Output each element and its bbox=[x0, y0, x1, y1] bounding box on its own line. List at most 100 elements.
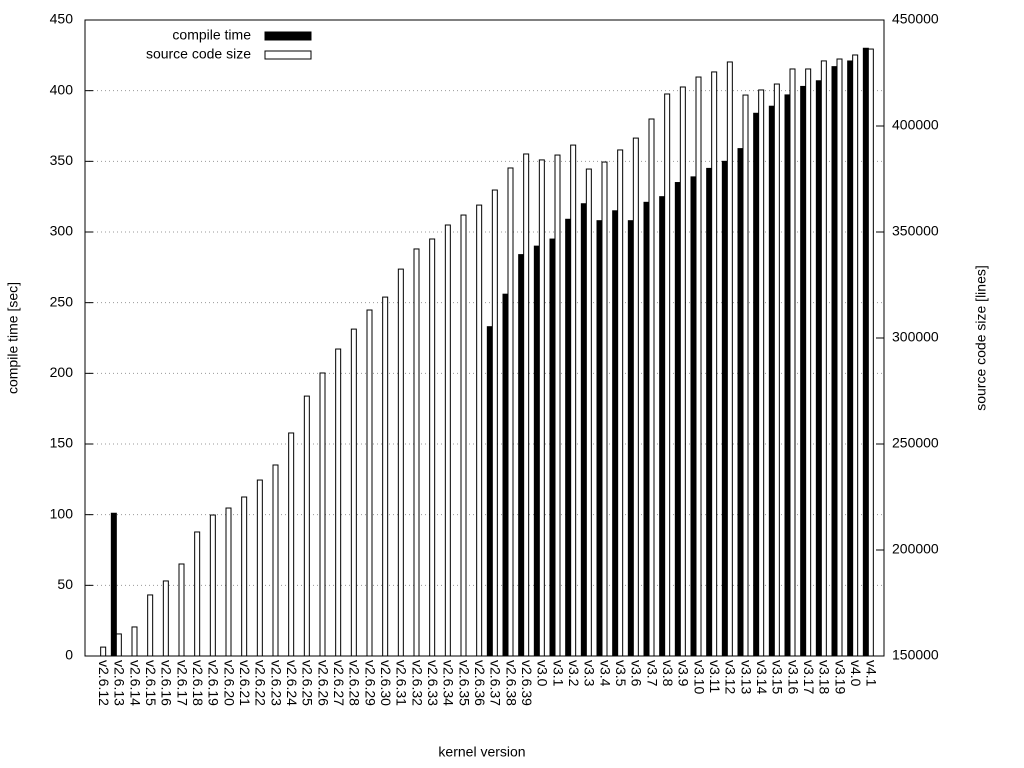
bar bbox=[554, 154, 561, 657]
y-tick-label: 450 bbox=[50, 11, 74, 27]
bar bbox=[831, 66, 838, 657]
x-tick-label: v3.1 bbox=[550, 660, 566, 687]
bar bbox=[241, 496, 248, 657]
y2-tick-label: 200000 bbox=[892, 541, 939, 557]
bar bbox=[721, 160, 728, 657]
x-tick-label: v2.6.26 bbox=[315, 660, 331, 706]
x-tick-label: v4.1 bbox=[864, 660, 880, 687]
y-tick-label: 250 bbox=[50, 293, 74, 309]
x-tick-label: v4.0 bbox=[848, 660, 864, 687]
bar bbox=[256, 479, 263, 657]
bar bbox=[585, 168, 592, 657]
y2-tick-label: 250000 bbox=[892, 435, 939, 451]
bar bbox=[486, 326, 493, 657]
bar bbox=[805, 68, 812, 657]
bar bbox=[664, 93, 671, 657]
x-tick-label: v2.6.14 bbox=[127, 660, 143, 706]
bar bbox=[711, 71, 718, 657]
bar bbox=[742, 94, 749, 657]
x-tick-label: v3.13 bbox=[738, 660, 754, 694]
x-tick-label: v3.8 bbox=[660, 660, 676, 687]
y2-tick-label: 450000 bbox=[892, 11, 939, 27]
bar bbox=[737, 148, 744, 657]
bar bbox=[523, 153, 530, 657]
bar bbox=[852, 54, 859, 657]
bar bbox=[100, 646, 107, 657]
x-tick-label: v3.18 bbox=[817, 660, 833, 694]
bar bbox=[288, 432, 295, 657]
bar bbox=[413, 248, 420, 657]
y-tick-label: 0 bbox=[65, 647, 73, 663]
x-tick-label: v3.9 bbox=[676, 660, 692, 687]
x-tick-label: v2.6.20 bbox=[221, 660, 237, 706]
bar bbox=[789, 68, 796, 657]
bar bbox=[820, 60, 827, 657]
bar bbox=[690, 176, 697, 657]
x-tick-label: v3.2 bbox=[566, 660, 582, 687]
bar bbox=[382, 296, 389, 657]
bar bbox=[502, 293, 509, 657]
y-tick-label: 400 bbox=[50, 81, 74, 97]
y-tick-label: 350 bbox=[50, 152, 74, 168]
bar bbox=[674, 182, 681, 657]
bar bbox=[476, 204, 483, 657]
x-tick-label: v2.6.18 bbox=[190, 660, 206, 706]
x-tick-label: v2.6.38 bbox=[503, 660, 519, 706]
x-tick-label: v2.6.37 bbox=[488, 660, 504, 706]
y-tick-label: 300 bbox=[50, 223, 74, 239]
x-tick-label: v2.6.16 bbox=[159, 660, 175, 706]
bar bbox=[726, 61, 733, 657]
bar bbox=[648, 118, 655, 657]
x-tick-label: v3.16 bbox=[785, 660, 801, 694]
bar bbox=[366, 309, 373, 657]
x-tick-label: v2.6.27 bbox=[331, 660, 347, 706]
bar bbox=[147, 594, 154, 657]
x-tick-label: v2.6.13 bbox=[112, 660, 128, 706]
bar bbox=[549, 238, 556, 657]
bar bbox=[209, 514, 216, 657]
y-tick-label: 50 bbox=[57, 576, 73, 592]
bar bbox=[565, 218, 572, 657]
x-tick-label: v2.6.33 bbox=[425, 660, 441, 706]
bar bbox=[429, 238, 436, 657]
x-tick-label: v2.6.17 bbox=[174, 660, 190, 706]
x-tick-label: v2.6.34 bbox=[441, 660, 457, 706]
bar bbox=[643, 201, 650, 657]
x-tick-label: v2.6.21 bbox=[237, 660, 253, 706]
x-tick-label: v2.6.25 bbox=[300, 660, 316, 706]
x-tick-label: v3.12 bbox=[723, 660, 739, 694]
bar bbox=[162, 580, 169, 657]
x-tick-label: v3.15 bbox=[770, 660, 786, 694]
bar bbox=[679, 86, 686, 657]
y2-tick-label: 300000 bbox=[892, 329, 939, 345]
bar bbox=[491, 189, 498, 657]
legend-label: source code size bbox=[146, 46, 251, 62]
bar bbox=[659, 196, 666, 657]
bar bbox=[706, 167, 713, 657]
bar bbox=[601, 161, 608, 657]
y-tick-label: 200 bbox=[50, 364, 74, 380]
bar bbox=[538, 159, 545, 657]
bar bbox=[518, 254, 525, 657]
y2-tick-label: 350000 bbox=[892, 223, 939, 239]
bar bbox=[784, 94, 791, 657]
legend-swatch bbox=[264, 31, 312, 41]
bar bbox=[867, 48, 874, 657]
bar bbox=[225, 507, 232, 657]
y2-axis-label: source code size [lines] bbox=[973, 265, 989, 411]
bar bbox=[753, 112, 760, 657]
bar bbox=[612, 210, 619, 657]
bar bbox=[596, 220, 603, 657]
x-tick-label: v2.6.24 bbox=[284, 660, 300, 706]
bar bbox=[350, 328, 357, 657]
x-tick-label: v3.6 bbox=[629, 660, 645, 687]
x-tick-label: v2.6.35 bbox=[456, 660, 472, 706]
y2-tick-label: 400000 bbox=[892, 117, 939, 133]
bar bbox=[695, 76, 702, 657]
x-tick-label: v3.3 bbox=[582, 660, 598, 687]
x-tick-label: v3.4 bbox=[597, 660, 613, 687]
x-tick-label: v2.6.30 bbox=[378, 660, 394, 706]
bar bbox=[768, 105, 775, 657]
bar bbox=[617, 149, 624, 657]
bar bbox=[836, 58, 843, 657]
